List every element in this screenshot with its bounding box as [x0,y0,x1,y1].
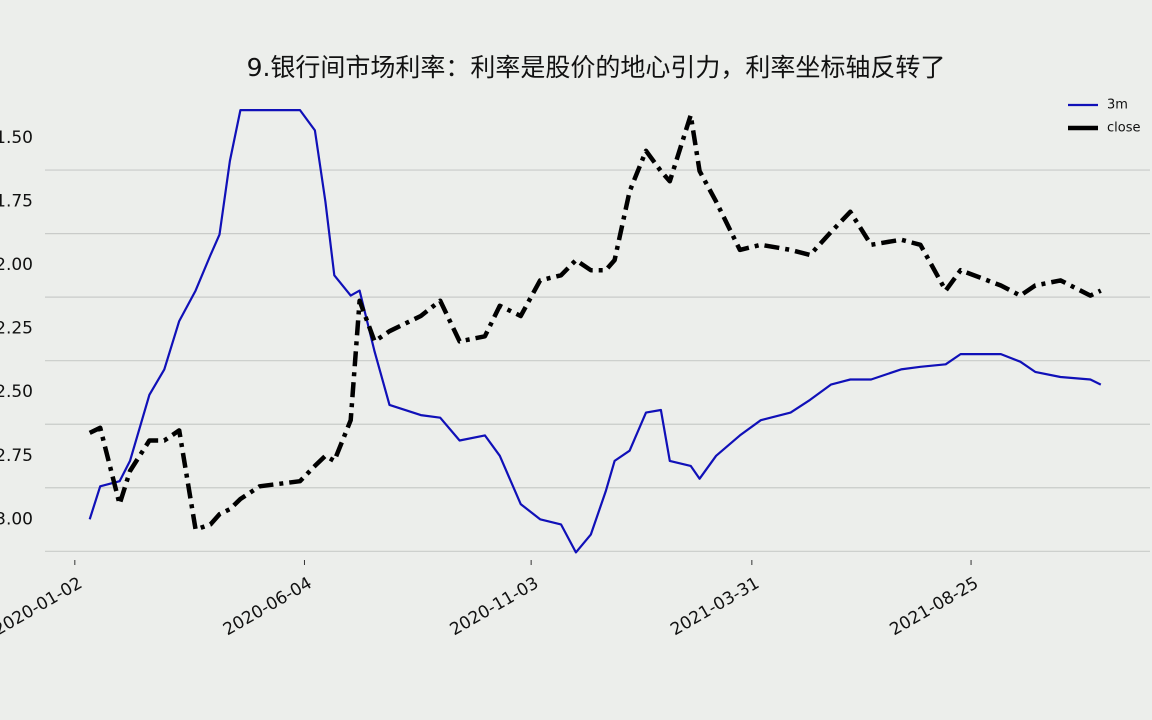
y-tick-label: 2.50 [0,382,33,402]
legend-label: 3m [1107,98,1128,113]
y-tick-label: 1.75 [0,192,33,212]
chart-title: 9.银行间市场利率：利率是股价的地心引力，利率坐标轴反转了 [247,53,946,82]
legend: 3m close [1068,98,1140,136]
y-tick-label: 3.00 [0,509,33,529]
series-line [88,109,1102,554]
y-tick-label: 2.25 [0,319,33,339]
legend-label: close [1107,121,1140,136]
y-tick-label: 1.50 [0,128,33,148]
y-tick-label: 2.75 [0,446,33,466]
series-line [88,112,1102,532]
y-tick-label: 2.00 [0,255,33,275]
